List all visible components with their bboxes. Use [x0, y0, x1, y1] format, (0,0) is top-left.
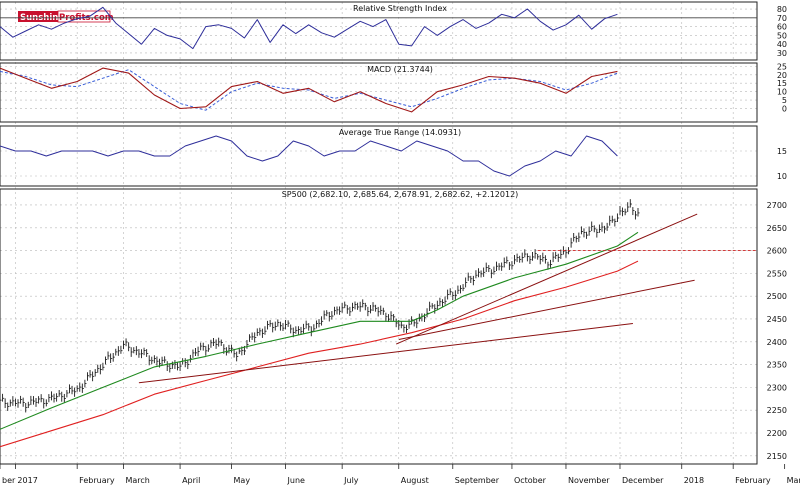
x-tick-label: November: [568, 476, 610, 485]
atr-title: Average True Range (14.0931): [339, 128, 461, 137]
x-tick-label: July: [343, 476, 359, 485]
trend-line-1: [138, 323, 633, 384]
y-tick-label: 0: [782, 105, 787, 114]
y-tick-label: 2350: [767, 361, 787, 370]
y-tick-label: 70: [777, 14, 787, 23]
y-tick-label: 10: [777, 172, 787, 181]
y-tick-label: 40: [777, 40, 787, 49]
y-tick-label: 2400: [767, 338, 787, 347]
y-tick-label: 2550: [767, 269, 787, 278]
panel-frame: [0, 125, 758, 187]
x-tick-label: October: [514, 476, 547, 485]
sp500-title: SP500 (2,682.10, 2,685.64, 2,678.91, 2,6…: [282, 190, 519, 199]
y-tick-label: 2300: [767, 383, 787, 392]
x-tick-label: May: [234, 476, 251, 485]
y-tick-label: 80: [777, 5, 787, 14]
y-tick-label: 30: [777, 49, 787, 58]
panel-frames: [0, 1, 758, 465]
x-tick-label: 2018: [684, 476, 704, 485]
trend-line-3: [396, 213, 698, 345]
y-tick-label: 2700: [767, 201, 787, 210]
x-tick-label: August: [401, 476, 429, 485]
x-tick-label: April: [182, 476, 200, 485]
y-tick-label: 2150: [767, 452, 787, 461]
y-tick-label: 2200: [767, 429, 787, 438]
x-tick-label: February: [735, 476, 771, 485]
y-tick-label: 15: [777, 79, 787, 88]
logo-red-block: [18, 11, 58, 22]
x-tick-label: February: [79, 476, 115, 485]
rsi-line: [0, 6, 618, 50]
x-tick-label: ber: [2, 476, 16, 485]
sma-long-line: [0, 260, 639, 448]
y-tick-label: 50: [777, 31, 787, 40]
y-tick-label: 2650: [767, 224, 787, 233]
atr-line: [0, 135, 618, 177]
y-tick-label: 60: [777, 23, 787, 32]
y-tick-label: 25: [777, 62, 787, 71]
x-tick-label: Mar: [787, 476, 800, 485]
panel-frame: [0, 1, 758, 61]
y-tick-label: 2500: [767, 292, 787, 301]
grid-layer: [0, 2, 757, 464]
y-tick-label: 15: [777, 147, 787, 156]
trend-line-2: [398, 279, 695, 340]
y-tick-label: 5: [782, 96, 787, 105]
x-tick-label: 2017: [17, 476, 37, 485]
x-tick-label: March: [125, 476, 149, 485]
panel-frame: [0, 188, 758, 465]
panel-frame: [0, 62, 758, 123]
x-tick-label: September: [455, 476, 500, 485]
x-tick-label: December: [622, 476, 664, 485]
axis-layer: 3040506070800510152025101521502200225023…: [0, 5, 800, 485]
y-tick-label: 10: [777, 88, 787, 97]
marks-layer: [0, 6, 757, 448]
macd-title: MACD (21.3744): [367, 65, 433, 74]
y-tick-label: 20: [777, 71, 787, 80]
macd-line: [0, 67, 618, 113]
sunshine-profits-logo: Sunshine Profits.com: [18, 10, 114, 23]
sma-short-line: [0, 231, 639, 430]
y-tick-label: 2250: [767, 406, 787, 415]
x-tick-label: June: [287, 476, 306, 485]
y-tick-label: 2450: [767, 315, 787, 324]
rsi-title: Relative Strength Index: [353, 4, 447, 13]
y-tick-label: 2600: [767, 247, 787, 256]
